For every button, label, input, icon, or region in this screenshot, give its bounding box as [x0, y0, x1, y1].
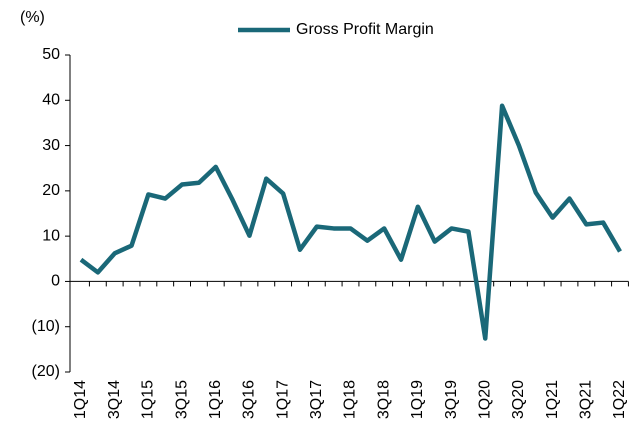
- legend-label: Gross Profit Margin: [296, 21, 434, 38]
- y-tick-label: 10: [42, 227, 60, 244]
- x-tick-label: 3Q16: [241, 380, 258, 419]
- x-tick-label: 1Q14: [72, 380, 89, 419]
- y-unit-label: (%): [20, 9, 45, 26]
- y-tick-label: 50: [42, 46, 60, 63]
- y-tick-label: (20): [32, 363, 60, 380]
- x-tick-label: 3Q19: [443, 380, 460, 419]
- x-tick-label: 3Q21: [578, 380, 595, 419]
- x-tick-label: 1Q22: [611, 380, 628, 419]
- y-tick-label: 30: [42, 137, 60, 154]
- x-tick-label: 1Q20: [476, 380, 493, 419]
- y-tick-label: 20: [42, 182, 60, 199]
- x-tick-label: 1Q17: [274, 380, 291, 419]
- x-tick-label: 1Q18: [342, 380, 359, 419]
- x-tick-label: 1Q19: [409, 380, 426, 419]
- x-tick-label: 1Q16: [207, 380, 224, 419]
- x-tick-label: 3Q17: [308, 380, 325, 419]
- x-tick-label: 1Q21: [544, 380, 561, 419]
- y-tick-label: 0: [51, 273, 60, 290]
- y-tick-label: (10): [32, 318, 60, 335]
- x-tick-label: 1Q15: [140, 380, 157, 419]
- x-tick-label: 3Q20: [510, 380, 527, 419]
- x-tick-label: 3Q14: [106, 380, 123, 419]
- series-line: [79, 103, 622, 341]
- y-tick-label: 40: [42, 92, 60, 109]
- x-tick-label: 3Q18: [375, 380, 392, 419]
- x-tick-label: 3Q15: [173, 380, 190, 419]
